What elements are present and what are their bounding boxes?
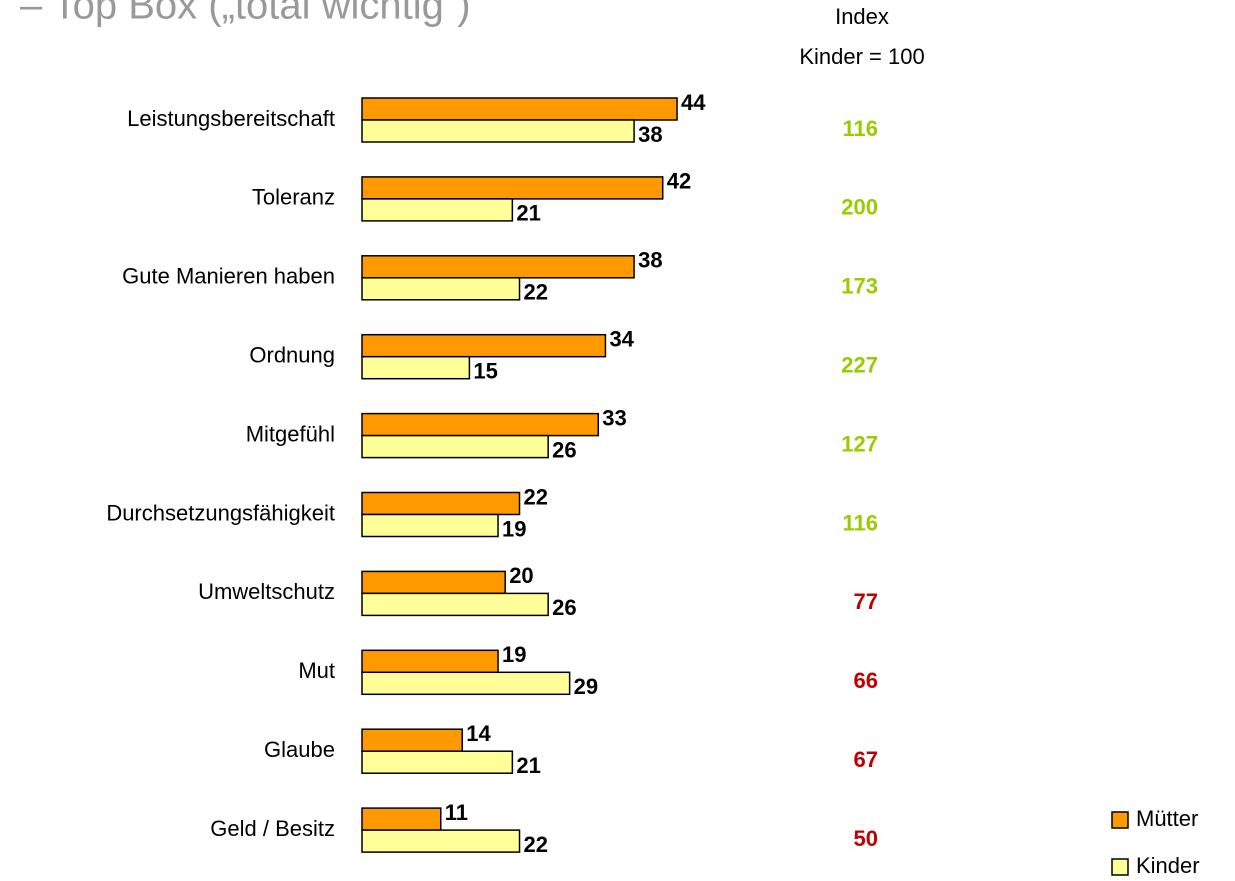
index-value: 227	[841, 353, 878, 378]
bar	[361, 592, 549, 617]
value-label: 22	[524, 832, 548, 857]
index-value: 116	[843, 116, 879, 141]
category-label: Geld / Besitz	[210, 816, 335, 841]
bar	[361, 570, 506, 595]
index-value: 200	[841, 195, 878, 220]
index-value: 173	[841, 274, 878, 299]
bar	[361, 176, 664, 200]
bar	[361, 728, 463, 752]
value-label: 38	[638, 122, 662, 147]
bar	[361, 671, 571, 696]
value-label: 26	[552, 437, 576, 462]
category-label: Leistungsbereitschaft	[127, 106, 335, 131]
category-label: Mitgefühl	[246, 421, 335, 446]
value-label: 34	[609, 327, 634, 352]
index-header: Index	[835, 4, 889, 29]
index-value: 77	[854, 589, 878, 614]
index-value: 116	[843, 510, 879, 535]
value-label: 42	[667, 169, 691, 194]
bar	[361, 97, 678, 121]
value-label: 19	[502, 642, 526, 667]
bar	[361, 807, 442, 831]
category-label: Glaube	[264, 737, 335, 762]
bar	[361, 277, 521, 301]
bar	[361, 198, 514, 222]
bar	[361, 412, 600, 437]
bar	[361, 119, 635, 143]
category-label: Umweltschutz	[198, 579, 335, 604]
value-label: 11	[445, 800, 468, 825]
legend-label: Kinder	[1136, 853, 1200, 878]
legend-label: Mütter	[1136, 806, 1198, 831]
category-label: Ordnung	[249, 343, 335, 368]
value-label: 26	[552, 595, 576, 620]
index-value: 67	[854, 747, 878, 772]
value-label: 38	[638, 248, 662, 273]
index-value: 127	[841, 431, 878, 456]
bar	[361, 434, 549, 459]
category-label: Durchsetzungsfähigkeit	[106, 500, 335, 525]
value-label: 21	[516, 201, 540, 226]
value-label: 19	[502, 516, 526, 541]
bar	[361, 829, 521, 853]
value-label: 33	[602, 405, 626, 430]
bar	[361, 513, 499, 538]
bar	[361, 491, 521, 516]
bar	[361, 333, 607, 358]
legend-swatch	[1111, 811, 1129, 829]
bar	[361, 255, 635, 279]
value-label: 22	[524, 280, 548, 305]
index-value: 66	[854, 668, 878, 693]
chart-title: – Top Box („total wichtig“)	[20, 0, 471, 28]
bar	[361, 649, 499, 674]
bar	[361, 750, 514, 774]
index-value: 50	[854, 826, 878, 851]
value-label: 21	[516, 753, 540, 778]
bar	[361, 355, 471, 380]
value-label: 44	[681, 90, 706, 115]
legend-swatch	[1111, 858, 1129, 876]
category-label: Mut	[298, 658, 335, 683]
value-label: 22	[524, 484, 548, 509]
value-label: 20	[509, 563, 533, 588]
value-label: 15	[473, 359, 497, 384]
index-header: Kinder = 100	[799, 44, 924, 69]
category-label: Gute Manieren haben	[122, 264, 335, 289]
category-label: Toleranz	[252, 185, 335, 210]
value-label: 14	[466, 721, 491, 746]
value-label: 29	[574, 674, 598, 699]
